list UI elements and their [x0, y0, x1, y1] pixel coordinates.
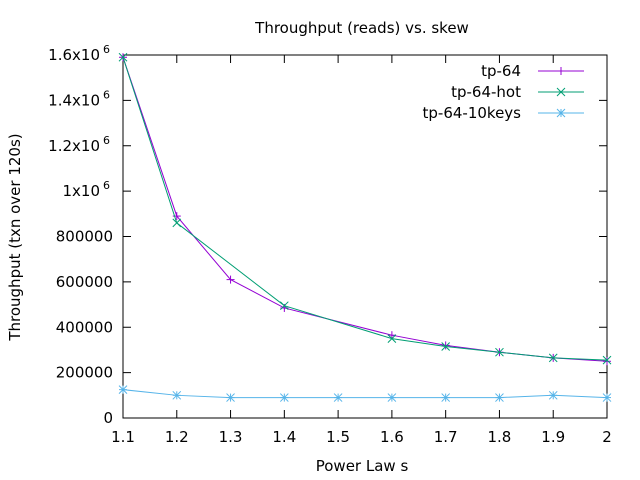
x-tick-label: 1.8 — [488, 428, 512, 446]
data-point — [118, 52, 128, 62]
legend: tp-64 tp-64-hot tp-64-10keys — [423, 62, 584, 122]
data-point — [548, 353, 558, 363]
x-tick-label: 1.5 — [326, 428, 350, 446]
y-tick-label: 1.2x10 6 — [48, 134, 110, 155]
y-tick-label: 0 — [103, 409, 113, 427]
data-point — [495, 347, 504, 357]
x-tick-label: 1.9 — [541, 428, 565, 446]
x-tick-label: 1.1 — [111, 428, 135, 446]
y-tick-label: 200000 — [56, 364, 113, 382]
legend-label: tp-64-hot — [451, 83, 521, 101]
series-line-tp-64 — [122, 57, 608, 362]
data-point — [387, 331, 396, 340]
data-point — [556, 87, 566, 97]
series-line-tp-64-10keys — [122, 389, 608, 399]
y-tick-label: 800000 — [56, 228, 113, 246]
data-point — [602, 355, 612, 365]
data-point — [441, 342, 451, 351]
data-point — [441, 393, 451, 402]
y-axis: 0 200000 400000 600000 800000 1x10 6 1.2x10 6 1.4… — [48, 43, 607, 427]
y-tick-label: 1x10 6 — [62, 179, 110, 200]
series-line-tp-64-hot — [122, 57, 608, 361]
x-axis: 1.1 1.2 1.3 1.4 1.5 1.6 1.7 1.8 1.9 2 — [111, 55, 612, 446]
x-tick-label: 1.7 — [434, 428, 458, 446]
data-point — [602, 393, 612, 402]
data-point — [279, 393, 289, 402]
data-point — [118, 385, 128, 394]
data-point — [441, 341, 450, 350]
data-point — [226, 275, 235, 284]
data-point — [603, 357, 611, 366]
data-point — [172, 218, 182, 228]
data-point — [172, 390, 182, 400]
x-tick-label: 2 — [602, 428, 612, 446]
legend-label: tp-64 — [481, 62, 521, 80]
x-axis-label: Power Law s — [316, 457, 409, 475]
series-layer — [118, 52, 612, 402]
y-axis-label: Throughput (txn over 120s) — [6, 133, 24, 341]
data-point — [279, 301, 289, 311]
data-point — [226, 393, 235, 402]
x-tick-label: 1.2 — [165, 428, 189, 446]
x-tick-label: 1.3 — [219, 428, 243, 446]
data-point — [387, 334, 397, 343]
data-point — [548, 390, 558, 400]
data-point — [333, 393, 343, 402]
data-point — [387, 393, 397, 402]
y-tick-label: 1.6x10 6 — [48, 43, 110, 64]
legend-label: tp-64-10keys — [423, 104, 522, 122]
y-tick-label: 1.4x10 6 — [48, 88, 110, 109]
data-point — [556, 108, 566, 118]
chart-title: Throughput (reads) vs. skew — [254, 19, 469, 37]
x-tick-label: 1.4 — [272, 428, 296, 446]
data-point — [495, 393, 504, 402]
data-point — [557, 67, 565, 75]
y-tick-label: 600000 — [56, 273, 113, 291]
plot-frame — [122, 54, 608, 419]
y-tick-label: 400000 — [56, 318, 113, 336]
x-tick-label: 1.6 — [380, 428, 404, 446]
